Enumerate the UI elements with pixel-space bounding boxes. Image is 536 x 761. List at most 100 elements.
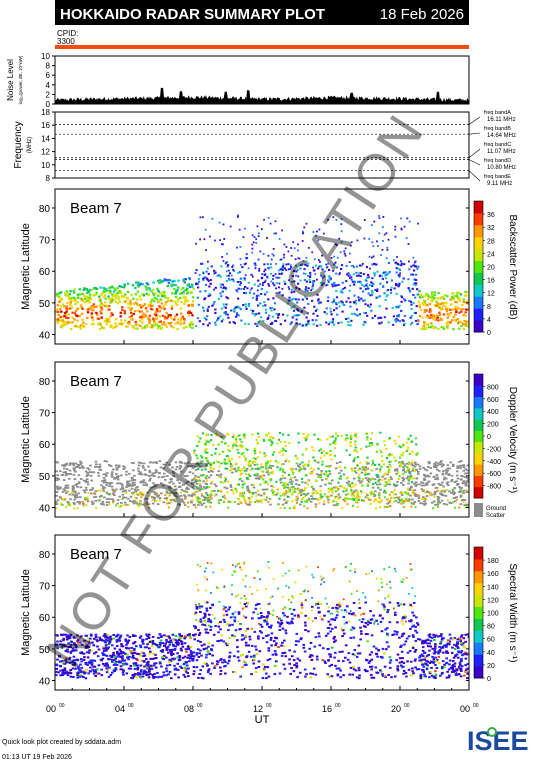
data-cell [323, 493, 326, 496]
data-cell [454, 313, 457, 316]
data-cell [282, 470, 285, 473]
data-cell [364, 670, 368, 673]
freq-legend-band: freq bandD [484, 158, 511, 164]
data-cell [105, 638, 108, 641]
beam-label: Beam 7 [70, 373, 122, 390]
data-cell [276, 488, 279, 491]
data-cell [145, 483, 148, 486]
data-cell [129, 299, 132, 302]
data-cell [76, 466, 80, 468]
data-cell [158, 321, 161, 324]
data-cell [176, 303, 179, 306]
data-cell [383, 440, 386, 443]
data-cell [78, 501, 82, 503]
data-cell [330, 277, 332, 280]
data-cell [119, 488, 123, 491]
data-cell [153, 296, 157, 300]
data-cell [338, 496, 342, 499]
data-cell [383, 489, 386, 492]
freq-legend-value: 14.64 MHz [487, 133, 516, 139]
data-cell [179, 470, 183, 473]
data-cell [112, 290, 116, 293]
data-cell [446, 295, 449, 298]
data-cell [143, 671, 146, 674]
data-cell [281, 652, 284, 655]
data-cell [116, 482, 119, 485]
data-cell [88, 288, 92, 291]
data-cell [78, 326, 82, 329]
data-cell [115, 325, 118, 328]
data-cell [251, 243, 254, 246]
data-cell [420, 484, 424, 487]
data-cell [407, 478, 410, 481]
data-cell [226, 642, 230, 645]
data-cell [157, 636, 160, 639]
data-cell [252, 658, 256, 661]
data-cell [284, 486, 287, 489]
data-cell [399, 272, 401, 275]
data-cell [67, 503, 71, 506]
data-cell [206, 459, 209, 462]
data-cell [334, 437, 337, 440]
data-cell [398, 661, 402, 664]
data-cell [443, 490, 446, 493]
data-cell [389, 476, 393, 479]
data-cell [391, 306, 394, 309]
data-cell [450, 651, 454, 654]
data-cell [366, 436, 369, 439]
data-cell [446, 464, 450, 467]
data-cell [335, 219, 338, 221]
data-cell [262, 305, 265, 307]
data-cell [251, 287, 253, 290]
data-cell [211, 217, 214, 220]
data-cell [57, 313, 60, 316]
data-cell [252, 241, 255, 244]
data-cell [412, 614, 416, 617]
data-cell [378, 494, 381, 497]
data-cell [167, 321, 170, 325]
data-cell [134, 301, 138, 304]
data-cell [298, 659, 302, 662]
data-cell [445, 322, 448, 325]
data-cell [120, 285, 123, 289]
data-cell [108, 482, 111, 484]
data-cell [149, 301, 152, 305]
data-cell [328, 470, 331, 473]
data-cell [353, 494, 356, 497]
data-cell [242, 287, 245, 290]
data-cell [263, 492, 266, 494]
data-cell [167, 299, 170, 302]
data-cell [218, 453, 221, 456]
data-cell [136, 486, 139, 488]
data-cell [194, 627, 197, 630]
data-cell [69, 473, 72, 475]
data-cell [55, 494, 58, 497]
data-cell [325, 263, 328, 266]
data-cell [210, 466, 213, 469]
data-cell [339, 251, 342, 254]
data-cell [192, 673, 195, 676]
data-cell [459, 293, 463, 296]
data-cell [382, 286, 385, 288]
data-cell [467, 490, 469, 493]
data-cell [358, 473, 361, 476]
data-cell [59, 308, 62, 311]
data-cell [188, 633, 191, 636]
data-cell [240, 282, 242, 285]
data-cell [221, 283, 224, 286]
data-cell [270, 440, 273, 443]
data-cell [147, 660, 150, 663]
data-cell [364, 633, 368, 635]
data-cell [164, 494, 167, 497]
data-cell [151, 472, 155, 475]
data-cell [136, 489, 140, 491]
data-cell [340, 434, 343, 437]
data-cell [426, 323, 429, 326]
data-cell [421, 498, 424, 501]
data-cell [86, 472, 89, 474]
data-cell [396, 263, 400, 265]
data-cell [184, 670, 188, 673]
data-cell [209, 235, 211, 238]
data-cell [330, 675, 334, 678]
data-cell [318, 474, 321, 476]
